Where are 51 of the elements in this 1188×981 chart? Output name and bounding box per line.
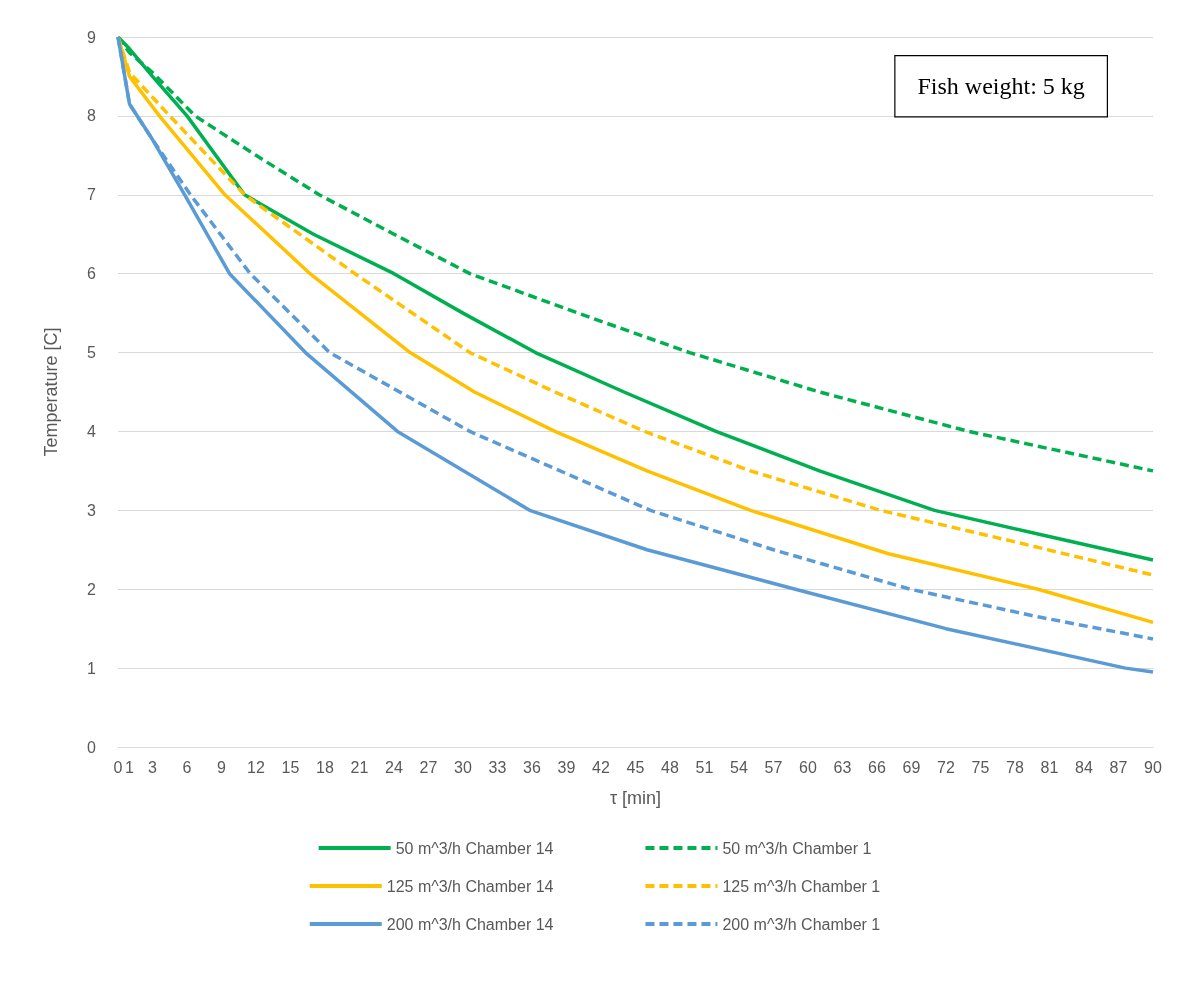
x-tick-label: 57 (764, 758, 783, 776)
x-tick-label: 48 (661, 758, 679, 776)
legend-label: 125 m^3/h Chamber 14 (386, 877, 554, 895)
x-tick-label: 36 (523, 758, 541, 776)
x-tick-label: 21 (350, 758, 369, 776)
x-tick-label: 33 (488, 758, 507, 776)
x-tick-label: 30 (454, 758, 472, 776)
x-tick-label: 72 (937, 758, 955, 776)
legend-label: 50 m^3/h Chamber 14 (395, 839, 554, 857)
y-axis-title: Temperature [C] (41, 327, 61, 457)
y-tick-label: 0 (87, 738, 97, 756)
x-tick-label: 45 (626, 758, 645, 776)
y-tick-label: 6 (87, 265, 97, 283)
x-tick-label: 42 (592, 758, 610, 776)
x-tick-label: 66 (868, 758, 886, 776)
x-tick-label: 51 (695, 758, 714, 776)
x-tick-label: 60 (799, 758, 817, 776)
y-tick-label: 8 (87, 107, 97, 125)
y-tick-label: 5 (87, 344, 97, 362)
x-tick-label: 3 (148, 758, 158, 776)
legend-label: 125 m^3/h Chamber 1 (722, 877, 881, 895)
x-axis-title: τ [min] (609, 788, 662, 808)
x-tick-label: 90 (1144, 758, 1162, 776)
x-tick-label: 27 (419, 758, 438, 776)
y-tick-label: 2 (87, 580, 97, 598)
x-tick-label: 1 (125, 758, 135, 776)
y-tick-label: 1 (87, 659, 97, 677)
x-tick-label: 39 (557, 758, 576, 776)
legend-label: 50 m^3/h Chamber 1 (722, 839, 872, 857)
x-tick-label: 75 (971, 758, 990, 776)
x-tick-label: 84 (1075, 758, 1093, 776)
x-tick-label: 0 (113, 758, 123, 776)
x-tick-label: 24 (385, 758, 403, 776)
annotation: Fish weight: 5 kg (917, 73, 1085, 100)
y-tick-label: 9 (87, 28, 97, 46)
y-tick-label: 7 (87, 186, 97, 204)
x-tick-label: 87 (1109, 758, 1128, 776)
x-tick-label: 6 (182, 758, 192, 776)
x-tick-label: 15 (281, 758, 300, 776)
y-tick-label: 4 (87, 422, 97, 440)
legend-label: 200 m^3/h Chamber 14 (386, 915, 554, 933)
x-tick-label: 69 (902, 758, 921, 776)
x-tick-label: 63 (833, 758, 852, 776)
y-tick-label: 3 (87, 501, 97, 519)
x-tick-label: 78 (1006, 758, 1024, 776)
x-tick-label: 12 (247, 758, 265, 776)
x-tick-label: 9 (217, 758, 227, 776)
x-tick-label: 54 (730, 758, 748, 776)
x-tick-label: 81 (1040, 758, 1059, 776)
x-tick-label: 18 (316, 758, 334, 776)
legend-label: 200 m^3/h Chamber 1 (722, 915, 881, 933)
